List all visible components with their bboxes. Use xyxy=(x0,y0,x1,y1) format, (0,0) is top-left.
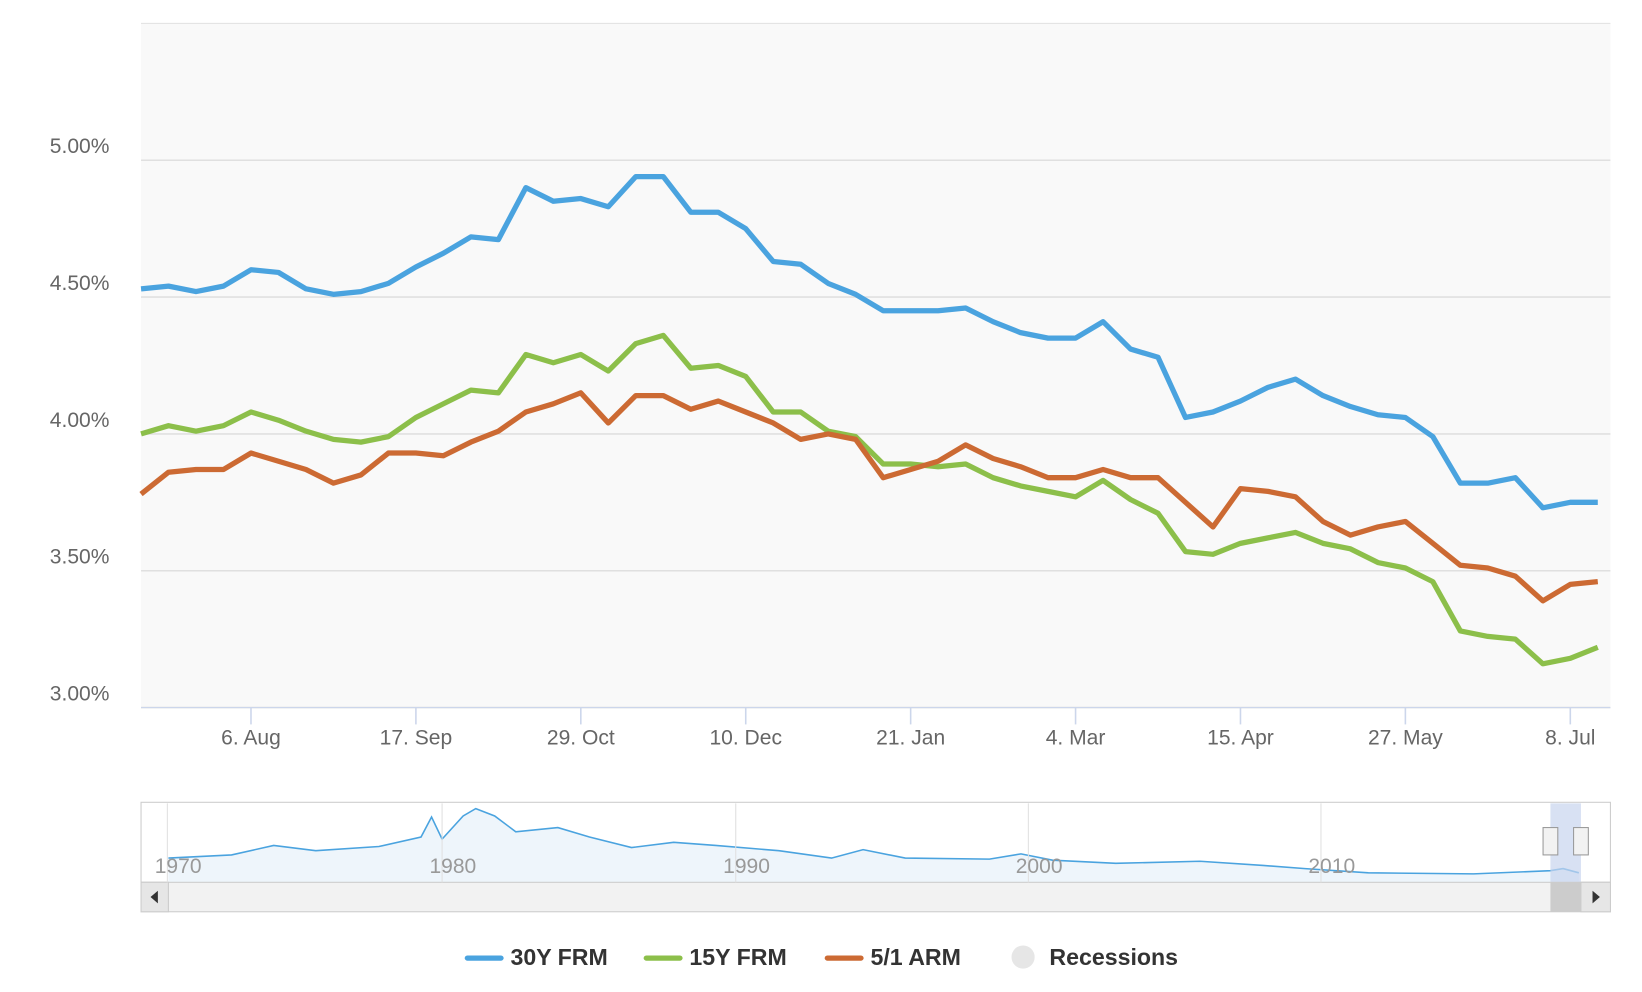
series-line xyxy=(140,174,1598,511)
y-tick-label: 3.50% xyxy=(50,546,110,569)
navigator-label: 2010 xyxy=(1308,855,1355,878)
navigator-area xyxy=(168,808,1579,883)
series-line xyxy=(140,332,1599,667)
legend-label: 30Y FRM xyxy=(510,944,607,970)
x-tick-label: 6. Aug xyxy=(221,727,281,750)
x-tick-label: 4. Mar xyxy=(1046,727,1106,750)
x-tick-label: 27. May xyxy=(1368,727,1443,750)
series-line xyxy=(139,390,1599,604)
navigator-label: 2000 xyxy=(1016,855,1063,878)
y-tick-label: 3.00% xyxy=(50,682,110,705)
arrow xyxy=(150,890,158,904)
navigator-label: 1990 xyxy=(723,855,770,878)
plot-background xyxy=(141,23,1611,708)
navigator-handle[interactable] xyxy=(1573,827,1589,856)
navigator-label: 1980 xyxy=(429,855,476,878)
legend-label: 15Y FRM xyxy=(689,944,786,970)
x-tick-label: 10. Dec xyxy=(709,727,782,750)
x-tick-label: 8. Jul xyxy=(1545,727,1595,750)
y-tick-label: 4.50% xyxy=(50,272,110,295)
scroll-thumb[interactable] xyxy=(1550,882,1581,912)
navigator-line xyxy=(168,807,1580,875)
scrollbar[interactable] xyxy=(140,881,1611,913)
navigator-handle[interactable] xyxy=(1542,827,1559,856)
y-tick-label: 5.00% xyxy=(50,135,110,158)
x-tick-label: 15. Apr xyxy=(1207,727,1274,750)
legend-label: 5/1 ARM xyxy=(870,944,960,970)
y-tick-label: 4.00% xyxy=(50,409,110,432)
x-tick-label: 29. Oct xyxy=(547,727,615,750)
arrow xyxy=(1592,890,1600,904)
legend-label: Recessions xyxy=(1049,944,1178,970)
legend-swatch xyxy=(1011,945,1035,969)
x-tick-label: 17. Sep xyxy=(380,727,453,750)
navigator: 1970 1980 1990 2000 2010 xyxy=(140,801,1611,913)
x-tick-label: 21. Jan xyxy=(876,727,945,750)
navigator-label: 1970 xyxy=(155,855,202,878)
